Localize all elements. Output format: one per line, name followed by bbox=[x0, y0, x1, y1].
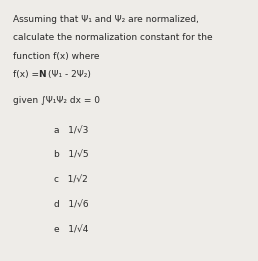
Text: (Ψ₁ - 2Ψ₂): (Ψ₁ - 2Ψ₂) bbox=[48, 70, 91, 79]
Text: e   1/√4: e 1/√4 bbox=[54, 226, 88, 235]
Text: f(x) =: f(x) = bbox=[13, 70, 42, 79]
Text: N: N bbox=[38, 70, 46, 79]
Text: a   1/√3: a 1/√3 bbox=[54, 126, 88, 135]
Text: calculate the normalization constant for the: calculate the normalization constant for… bbox=[13, 33, 213, 42]
Text: b   1/√5: b 1/√5 bbox=[54, 151, 89, 160]
Text: c   1/√2: c 1/√2 bbox=[54, 176, 88, 185]
Text: d   1/√6: d 1/√6 bbox=[54, 200, 89, 209]
Text: function f(x) where: function f(x) where bbox=[13, 52, 99, 61]
Text: Assuming that Ψ₁ and Ψ₂ are normalized,: Assuming that Ψ₁ and Ψ₂ are normalized, bbox=[13, 15, 199, 24]
Text: given ∫Ψ₁Ψ₂ dx = 0: given ∫Ψ₁Ψ₂ dx = 0 bbox=[13, 96, 100, 105]
